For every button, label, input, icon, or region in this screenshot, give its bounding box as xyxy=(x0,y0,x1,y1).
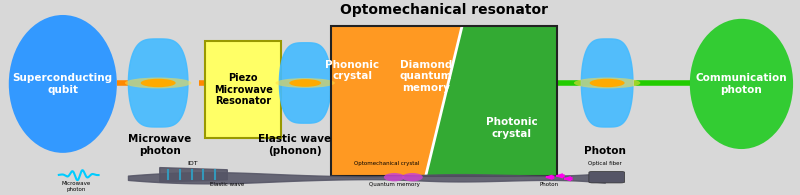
Text: Elastic wave
(phonon): Elastic wave (phonon) xyxy=(258,134,331,156)
FancyBboxPatch shape xyxy=(205,41,282,138)
Polygon shape xyxy=(279,43,331,123)
Text: Phononic
crystal: Phononic crystal xyxy=(325,60,379,81)
Polygon shape xyxy=(426,27,557,176)
Ellipse shape xyxy=(290,79,321,87)
Polygon shape xyxy=(330,27,462,176)
Polygon shape xyxy=(426,27,557,176)
Polygon shape xyxy=(582,39,633,127)
Text: Optomechanical resonator: Optomechanical resonator xyxy=(340,3,548,17)
Text: Microwave
photon: Microwave photon xyxy=(128,134,191,156)
Text: Photon: Photon xyxy=(584,146,626,156)
Text: IDT: IDT xyxy=(188,161,198,166)
Ellipse shape xyxy=(141,79,176,87)
FancyBboxPatch shape xyxy=(589,171,625,183)
Polygon shape xyxy=(128,39,188,127)
Text: Quantum memory: Quantum memory xyxy=(369,182,420,187)
Ellipse shape xyxy=(9,15,117,153)
Text: Diamond
quantum
memory: Diamond quantum memory xyxy=(400,60,452,93)
Bar xyxy=(330,27,557,176)
Ellipse shape xyxy=(690,19,793,149)
Ellipse shape xyxy=(384,173,405,181)
Polygon shape xyxy=(160,168,227,182)
Text: Photonic
crystal: Photonic crystal xyxy=(486,117,538,139)
Bar xyxy=(330,27,557,176)
Ellipse shape xyxy=(590,79,625,87)
Text: Microwave
photon: Microwave photon xyxy=(62,181,91,191)
Text: Communication
photon: Communication photon xyxy=(696,73,787,95)
Text: Superconducting
qubit: Superconducting qubit xyxy=(13,73,113,95)
Text: Optomechanical crystal: Optomechanical crystal xyxy=(354,161,419,166)
Ellipse shape xyxy=(125,77,191,88)
Ellipse shape xyxy=(574,77,640,88)
Text: Elastic wave: Elastic wave xyxy=(210,182,245,187)
Text: Piezo
Microwave
Resonator: Piezo Microwave Resonator xyxy=(214,73,273,106)
Bar xyxy=(330,27,557,176)
Text: Photon: Photon xyxy=(539,182,558,187)
Ellipse shape xyxy=(275,78,335,88)
Text: Optical fiber: Optical fiber xyxy=(588,161,622,166)
Ellipse shape xyxy=(402,173,422,181)
